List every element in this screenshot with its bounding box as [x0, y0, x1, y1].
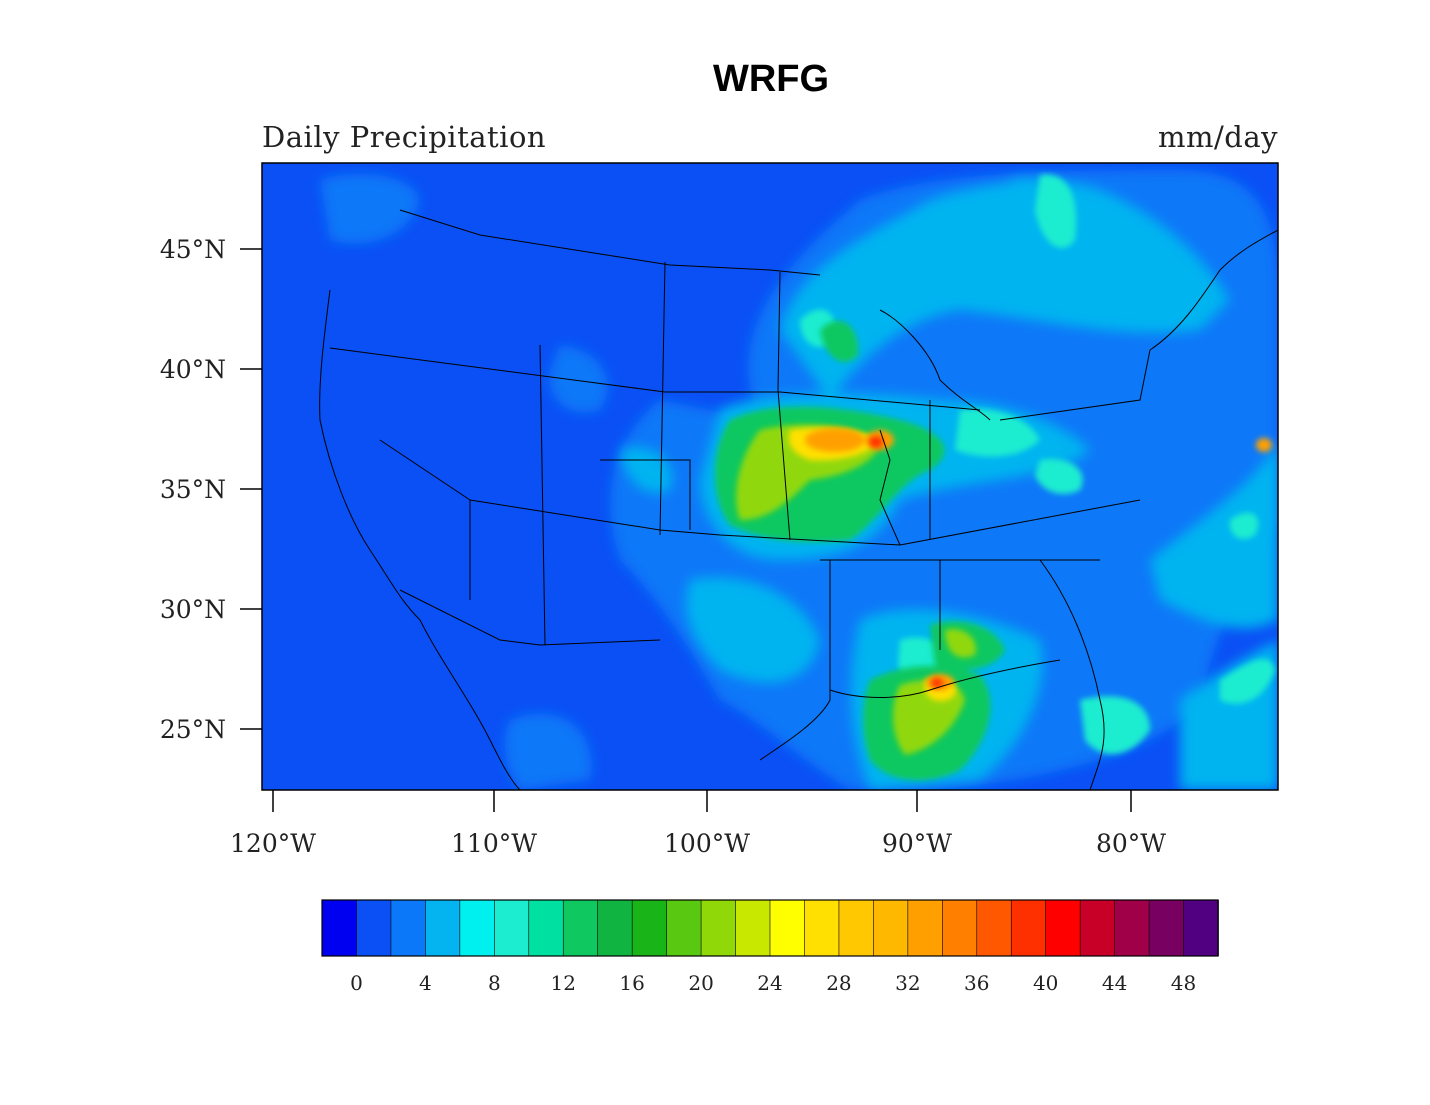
colorbar-label: 16 [619, 971, 644, 995]
lon-tick-label: 110°W [451, 829, 537, 858]
lon-tick-label: 80°W [1096, 829, 1166, 858]
colorbar-swatch [873, 899, 909, 957]
colorbar-swatch [907, 899, 944, 957]
units-label: mm/day [1157, 120, 1278, 154]
colorbar-swatch [528, 899, 565, 957]
colorbar-label: 32 [895, 971, 920, 995]
colorbar-swatch [1114, 899, 1150, 957]
plot-frame [261, 162, 1279, 791]
colorbar-label: 28 [826, 971, 851, 995]
colorbar-swatch [1183, 899, 1219, 957]
colorbar-swatch [838, 899, 875, 957]
variable-label: Daily Precipitation [262, 120, 547, 154]
colorbar-swatch [700, 899, 737, 957]
colorbar-swatch [1045, 899, 1081, 957]
colorbar-label: 48 [1171, 971, 1196, 995]
colorbar-swatch [666, 899, 702, 957]
colorbar-swatch [1079, 899, 1116, 957]
colorbar-swatch [390, 899, 427, 957]
colorbar-swatch [321, 899, 358, 957]
colorbar-label: 4 [419, 971, 432, 995]
lon-tick-label: 120°W [230, 829, 316, 858]
colorbar-label: 40 [1033, 971, 1058, 995]
colorbar-label: 20 [688, 971, 713, 995]
colorbar-label: 0 [350, 971, 363, 995]
colorbar-swatch [459, 899, 496, 957]
lat-tick-label: 35°N [160, 475, 226, 504]
colorbar-label: 8 [488, 971, 501, 995]
colorbar-swatch [494, 899, 530, 957]
map-title: WRFG [712, 58, 830, 100]
latitude-axis [240, 248, 262, 730]
colorbar-label: 36 [964, 971, 989, 995]
colorbar-swatch [769, 899, 806, 957]
colorbar-swatch [1148, 899, 1185, 957]
colorbar-label: 44 [1102, 971, 1127, 995]
colorbar-swatch [631, 899, 668, 957]
colorbar-swatch [735, 899, 771, 957]
colorbar [321, 899, 1219, 957]
colorbar-swatch [597, 899, 633, 957]
precipitation-field [262, 163, 1278, 790]
lon-tick-label: 100°W [664, 829, 750, 858]
colorbar-swatch [976, 899, 1013, 957]
colorbar-frame [321, 899, 1219, 957]
colorbar-swatch [562, 899, 599, 957]
lat-tick-label: 45°N [160, 235, 226, 264]
lat-tick-label: 25°N [160, 715, 226, 744]
lat-tick-label: 30°N [160, 595, 226, 624]
colorbar-swatch [942, 899, 978, 957]
colorbar-label: 24 [757, 971, 782, 995]
colorbar-labels: 0 4 8 12 16 20 24 28 32 36 40 44 48 [350, 971, 1196, 995]
longitude-labels: 120°W 110°W 100°W 90°W 80°W [230, 829, 1166, 858]
state-boundaries [319, 209, 1278, 790]
contour-40-plus [869, 436, 943, 688]
latitude-labels: 45°N 40°N 35°N 30°N 25°N [160, 235, 226, 744]
colorbar-swatch [356, 899, 392, 957]
longitude-axis [272, 790, 1132, 812]
colorbar-label: 12 [551, 971, 576, 995]
colorbar-swatch [804, 899, 840, 957]
colorbar-swatch [1010, 899, 1047, 957]
lat-tick-label: 40°N [160, 355, 226, 384]
lon-tick-label: 90°W [882, 829, 952, 858]
colorbar-swatch [425, 899, 461, 957]
